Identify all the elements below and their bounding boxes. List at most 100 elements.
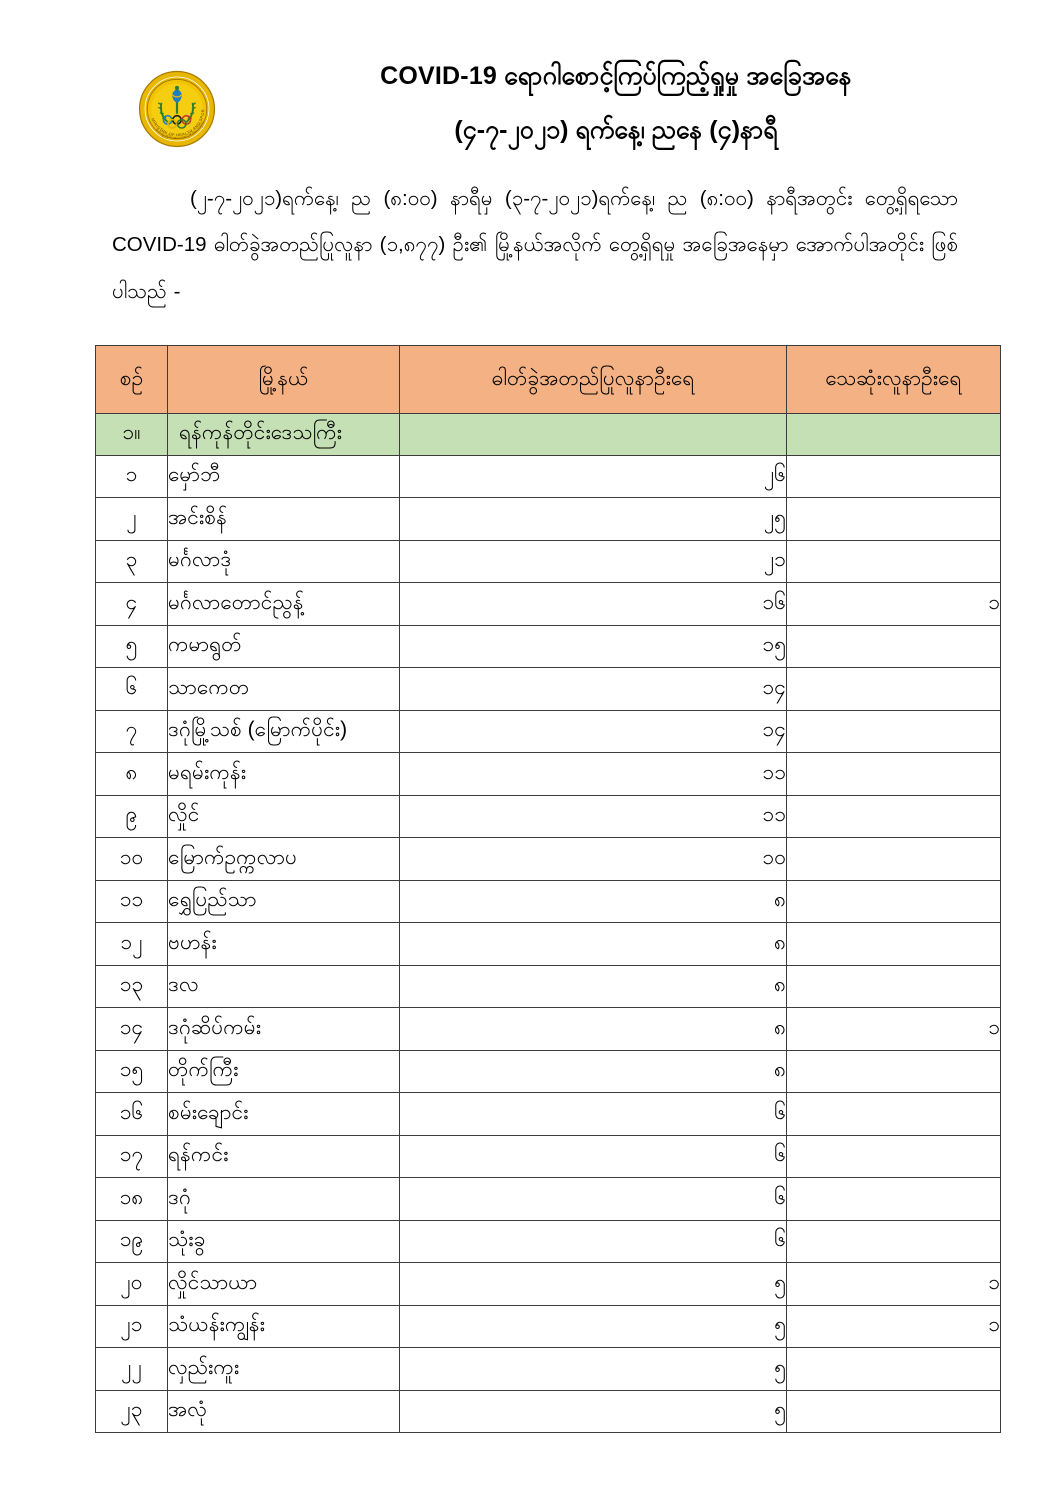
- cell-no: ၂၂: [95, 1347, 168, 1391]
- table-row: ၃မင်္ဂလာဒုံ ၂၁: [95, 539, 1001, 584]
- table-row: ၁၅ တိုက်ကြီး၈: [95, 1049, 1001, 1094]
- cell-no: ၇: [95, 709, 168, 754]
- table-body: ၁။ ရန်ကုန်တိုင်းဒေသကြီး ၁မှော်ဘီ ၂၆၂အင်းစ…: [95, 412, 1001, 1434]
- table-row: ၂၃ အလုံ၅: [95, 1389, 1001, 1434]
- cell-township: ဒဂုံ: [167, 1177, 400, 1221]
- table-header-row: စဉ် မြို့နယ် ဓါတ်ခွဲအတည်ပြုလူနာဦးရေ သေဆု…: [95, 344, 1001, 414]
- cell-township: သံယန်းကျွန်း: [167, 1304, 400, 1349]
- cell-deaths: [786, 1219, 1001, 1264]
- cell-township: မှော်ဘီ: [167, 454, 400, 499]
- cell-deaths: [786, 624, 1001, 669]
- cell-deaths: [786, 964, 1001, 1009]
- cell-confirmed: ၈: [399, 1049, 787, 1094]
- township-case-table: စဉ် မြို့နယ် ဓါတ်ခွဲအတည်ပြုလူနာဦးရေ သေဆု…: [95, 344, 1001, 1434]
- region-row-deaths: [786, 412, 1001, 456]
- cell-no: ၂၁: [95, 1304, 168, 1349]
- cell-deaths: [786, 497, 1001, 541]
- table-row: ၁၀ မြောက်ဥက္ကလာပ ၁၀: [95, 837, 1001, 881]
- cell-township: ကမာရွတ်: [167, 624, 400, 669]
- cell-township: ရန်ကင်း: [167, 1134, 400, 1179]
- cell-no: ၃: [95, 539, 168, 584]
- cell-no: ၄: [95, 582, 168, 626]
- cell-township: မင်္ဂလာဒုံ: [167, 539, 400, 584]
- cell-no: ၅: [95, 624, 168, 669]
- cell-confirmed: ၈: [399, 922, 787, 966]
- cell-confirmed: ၂၁: [399, 539, 787, 584]
- cell-confirmed: ၆: [399, 1134, 787, 1179]
- ministry-seal-logo: ကျန်းမာရေးနှင့်အားကစားဝန်ကြီးဌာန MINISTR…: [138, 70, 216, 148]
- cell-deaths: [786, 1389, 1001, 1434]
- cell-deaths: [786, 837, 1001, 881]
- intro-paragraph: (၂-၇-၂၀၂၁)ရက်နေ့၊ ည (၈:၀၀) နာရီမှ (၃-၇-၂…: [112, 187, 958, 303]
- table-row: ၁၈ ဒဂုံ၆: [95, 1177, 1001, 1221]
- cell-township: သုံးခွ: [167, 1219, 400, 1264]
- cell-confirmed: ၂၆: [399, 454, 787, 499]
- cell-deaths: [786, 752, 1001, 796]
- table-row: ၁မှော်ဘီ ၂၆: [95, 454, 1001, 499]
- table-row: ၁၂ ဗဟန်း၈: [95, 922, 1001, 966]
- cell-no: ၂၀: [95, 1262, 168, 1306]
- table-row: ၁၄ ဒဂုံဆိပ်ကမ်း၈၁: [95, 1007, 1001, 1051]
- document-header: ကျန်းမာရေးနှင့်အားကစားဝန်ကြီးဌာန MINISTR…: [0, 0, 1062, 148]
- cell-no: ၁၇: [95, 1134, 168, 1179]
- table-row: ၆သာကေတ ၁၄: [95, 667, 1001, 711]
- table-row: ၂၁ သံယန်းကျွန်း၅၁: [95, 1304, 1001, 1349]
- cell-deaths: ၁: [786, 1262, 1001, 1306]
- region-row: ၁။ ရန်ကုန်တိုင်းဒေသကြီး: [95, 412, 1001, 456]
- cell-township: အင်းစိန်: [167, 497, 400, 541]
- cell-township: မင်္ဂလာတောင်ညွန့်: [167, 582, 400, 626]
- cell-no: ၁၄: [95, 1007, 168, 1051]
- cell-no: ၁၃: [95, 964, 168, 1009]
- cell-deaths: [786, 922, 1001, 966]
- cell-confirmed: ၈: [399, 879, 787, 924]
- cell-township: မြောက်ဥက္ကလာပ: [167, 837, 400, 881]
- region-row-name: ရန်ကုန်တိုင်းဒေသကြီး: [167, 412, 400, 456]
- cell-township: ဒဂုံမြို့သစ် (မြောက်ပိုင်း): [167, 709, 400, 754]
- cell-confirmed: ၁၄: [399, 709, 787, 754]
- cell-township: သာကေတ: [167, 667, 400, 711]
- cell-deaths: [786, 1092, 1001, 1136]
- cell-no: ၁၈: [95, 1177, 168, 1221]
- table-row: ၁၇ ရန်ကင်း၆: [95, 1134, 1001, 1179]
- cell-deaths: [786, 1347, 1001, 1391]
- title-block: COVID-19 ရောဂါစောင့်ကြပ်ကြည့်ရှုမှု အခြေ…: [230, 58, 1002, 149]
- table-row: ၂၂ လှည်းကူး၅: [95, 1347, 1001, 1391]
- table-row: ၁၆ စမ်းချောင်း၆: [95, 1092, 1001, 1136]
- cell-no: ၆: [95, 667, 168, 711]
- cell-deaths: [786, 667, 1001, 711]
- table-row: ၂အင်းစိန် ၂၅: [95, 497, 1001, 541]
- cell-no: ၈: [95, 752, 168, 796]
- cell-deaths: [786, 709, 1001, 754]
- cell-confirmed: ၁၀: [399, 837, 787, 881]
- cell-confirmed: ၈: [399, 964, 787, 1009]
- table-row: ၁၁ ရွှေပြည်သာ၈: [95, 879, 1001, 924]
- cell-confirmed: ၁၁: [399, 752, 787, 796]
- cell-deaths: ၁: [786, 582, 1001, 626]
- cell-township: ရွှေပြည်သာ: [167, 879, 400, 924]
- cell-township: စမ်းချောင်း: [167, 1092, 400, 1136]
- report-table-wrapper: စဉ် မြို့နယ် ဓါတ်ခွဲအတည်ပြုလူနာဦးရေ သေဆု…: [95, 344, 1001, 1434]
- cell-deaths: [786, 1177, 1001, 1221]
- cell-deaths: ၁: [786, 1007, 1001, 1051]
- column-header-no: စဉ်: [95, 344, 168, 414]
- table-row: ၄မင်္ဂလာတောင်ညွန့် ၁၆၁: [95, 582, 1001, 626]
- cell-confirmed: ၂၅: [399, 497, 787, 541]
- cell-no: ၂၃: [95, 1389, 168, 1434]
- table-row: ၉လှိုင် ၁၁: [95, 794, 1001, 839]
- ministry-of-health-and-sports-seal-icon: ကျန်းမာရေးနှင့်အားကစားဝန်ကြီးဌာန MINISTR…: [138, 70, 216, 148]
- cell-confirmed: ၈: [399, 1007, 787, 1051]
- cell-township: လှည်းကူး: [167, 1347, 400, 1391]
- cell-township: မရမ်းကုန်း: [167, 752, 400, 796]
- table-row: ၇ဒဂုံမြို့သစ် (မြောက်ပိုင်း) ၁၄: [95, 709, 1001, 754]
- cell-confirmed: ၆: [399, 1219, 787, 1264]
- column-header-township: မြို့နယ်: [167, 344, 400, 414]
- column-header-deaths: သေဆုံးလူနာဦးရေ: [786, 344, 1001, 414]
- cell-no: ၉: [95, 794, 168, 839]
- cell-confirmed: ၅: [399, 1347, 787, 1391]
- cell-no: ၂: [95, 497, 168, 541]
- column-header-confirmed: ဓါတ်ခွဲအတည်ပြုလူနာဦးရေ: [399, 344, 787, 414]
- cell-deaths: [786, 879, 1001, 924]
- cell-no: ၁၂: [95, 922, 168, 966]
- cell-no: ၁၅: [95, 1049, 168, 1094]
